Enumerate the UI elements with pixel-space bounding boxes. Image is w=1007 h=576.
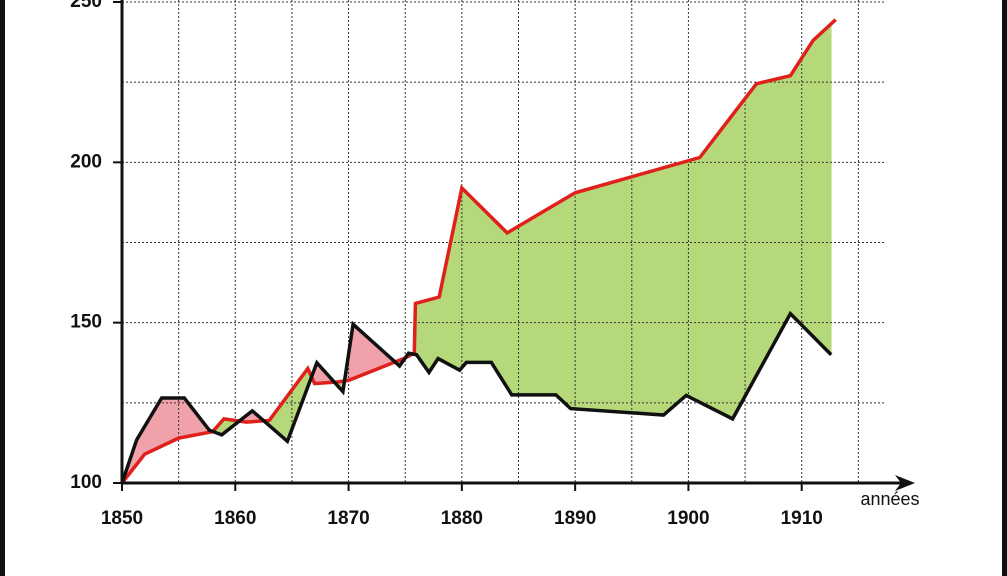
x-axis-label: années [860,489,919,509]
x-tick-label: 1870 [327,508,369,529]
y-tick-label: 150 [70,312,102,333]
x-tick-label: 1910 [781,508,823,529]
x-tick-label: 1860 [214,508,256,529]
fill-between [555,194,572,410]
y-tick-label: 100 [70,472,102,493]
fill-between [756,75,791,376]
fill-between [812,22,832,356]
fill-between [699,113,734,420]
x-axis-arrow [895,475,915,491]
x-tick-label: 1890 [554,508,596,529]
x-tick-label: 1880 [441,508,483,529]
fill-between [506,229,513,397]
grid [122,0,885,483]
series-line [120,310,833,484]
axes: 100 150 200 250 1850 1860 1870 1880 1890 1900 1910 [70,0,915,529]
fill-between [574,167,664,416]
lines [120,18,837,485]
y-tick-label: 200 [70,151,102,172]
fill-between [570,192,576,410]
frame-right [1002,0,1007,576]
fill-between [663,160,687,416]
x-tick-label: 1850 [101,508,143,529]
y-tick-label: 250 [70,0,102,12]
fill-between [732,82,757,420]
x-tick-label: 1900 [667,508,709,529]
frame-left [0,0,5,576]
fill-between [178,397,185,439]
fill-between [465,191,492,363]
fill-between [461,187,467,369]
